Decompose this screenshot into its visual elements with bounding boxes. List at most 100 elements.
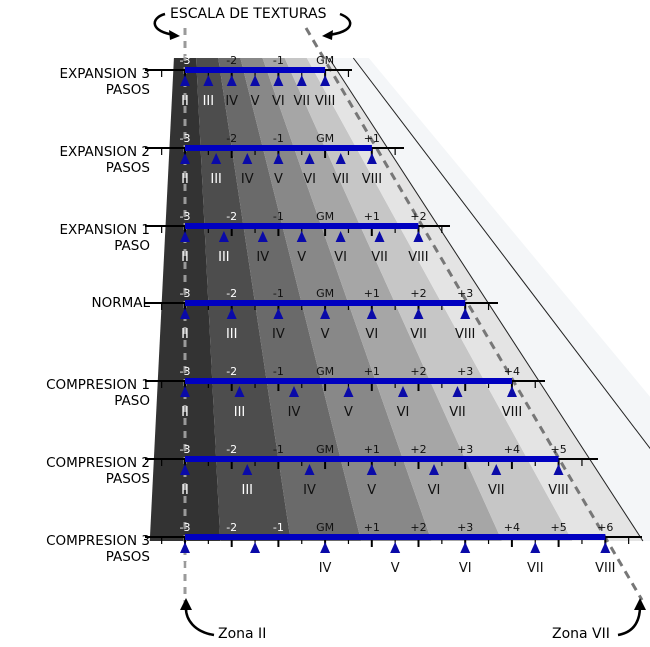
boundary-line	[328, 57, 644, 542]
zone-label: VII	[371, 250, 388, 265]
stop-label: +1	[364, 132, 380, 145]
diagram-title: ESCALA DE TEXTURAS	[170, 6, 327, 22]
row-label-line: PASO	[114, 393, 150, 409]
stop-label: +1	[364, 521, 380, 534]
row-label-line: EXPANSION 1	[59, 222, 150, 238]
zone-band-4	[262, 58, 503, 541]
zone-marker-icon	[242, 153, 253, 164]
zone-range-bar	[185, 145, 372, 151]
zone-marker-icon	[180, 542, 190, 553]
stop-label: -2	[226, 54, 237, 67]
stop-label: +2	[410, 287, 426, 300]
row-label: EXPANSION 2 PASOS	[59, 144, 150, 176]
stop-label: GM	[316, 521, 334, 534]
zona-ii-label: Zona II	[218, 626, 267, 642]
stop-label: -2	[226, 443, 237, 456]
stop-label: -2	[226, 287, 237, 300]
row-label-line: COMPRESION 3	[46, 533, 150, 549]
row-label-line: PASO	[114, 238, 150, 254]
zone-label: III	[210, 172, 222, 187]
zone-marker-icon	[366, 153, 377, 164]
zone-label: VII	[527, 561, 544, 576]
zone-label: III	[249, 561, 261, 576]
stop-label: +1	[364, 287, 380, 300]
stop-label: GM	[316, 210, 334, 223]
zone-label: IV	[319, 561, 332, 576]
zone-marker-icon	[397, 386, 408, 397]
zone-label: IV	[288, 405, 301, 420]
zone-label: VII	[410, 327, 427, 342]
row-label-line: PASOS	[105, 82, 150, 98]
zone-marker-icon	[273, 308, 284, 319]
stop-label: +3	[457, 287, 473, 300]
zone-label: V	[367, 483, 376, 498]
stop-label: +1	[364, 210, 380, 223]
zone-marker-icon	[530, 542, 541, 553]
zone-label: IV	[256, 250, 269, 265]
zone-marker-icon	[460, 542, 471, 553]
scale-row: -3 -2 -1 GM +1 +2II III IV V VI VII VIII	[145, 210, 450, 265]
zone-marker-icon	[343, 386, 354, 397]
zone-marker-icon	[366, 464, 377, 475]
zone-marker-icon	[257, 231, 268, 242]
zone-label: II	[181, 405, 189, 420]
zone-range-bar	[185, 300, 466, 306]
stop-label: +5	[550, 443, 566, 456]
stop-label: +2	[410, 521, 426, 534]
stop-label: -3	[180, 365, 191, 378]
row-label: EXPANSION 1 PASO	[59, 222, 150, 254]
row-label-line: PASOS	[105, 160, 150, 176]
zone-marker-icon	[288, 386, 299, 397]
zone-label: VII	[449, 405, 466, 420]
arrow-zona-vii-icon	[617, 605, 642, 637]
zone-marker-icon	[296, 75, 307, 86]
stop-label: -2	[226, 365, 237, 378]
zone-marker-icon	[226, 308, 237, 319]
scale-row: -3 -2 -1 GM +1 +2 +3 +4 +5 +6II III IV V VI VII VIII	[145, 521, 642, 576]
row-label: EXPANSION 3 PASOS	[59, 66, 150, 98]
stop-label: GM	[316, 365, 334, 378]
row-label: COMPRESION 3 PASOS	[46, 533, 150, 565]
zone-range-bar	[185, 456, 559, 462]
zone-label: VII	[332, 172, 349, 187]
row-label: NORMAL	[91, 295, 150, 311]
zone-label: III	[218, 250, 230, 265]
zone-marker-icon	[218, 231, 229, 242]
boundary-line	[352, 57, 650, 450]
zone-label: V	[321, 327, 330, 342]
zone-marker-icon	[600, 542, 611, 553]
zone-marker-icon	[506, 386, 517, 397]
row-label-line: EXPANSION 2	[59, 144, 150, 160]
zone-marker-icon	[250, 542, 261, 553]
zone-band-3	[240, 58, 432, 541]
zone-label: II	[181, 327, 189, 342]
zone-marker-icon	[390, 542, 401, 553]
stop-label: -2	[226, 521, 237, 534]
zone-label: V	[297, 250, 306, 265]
zone-marker-icon	[335, 153, 346, 164]
zone-label: VI	[365, 327, 378, 342]
zone-band-0	[149, 58, 221, 541]
zone-marker-icon	[413, 231, 424, 242]
stop-label: -1	[273, 210, 284, 223]
stop-label: -3	[180, 54, 191, 67]
zone-range-bar	[185, 534, 606, 540]
zone-vii-guide	[304, 27, 644, 601]
arrowhead-icon	[322, 30, 333, 40]
zone-label: VIII	[595, 561, 615, 576]
zone-label: V	[251, 94, 260, 109]
stop-label: -2	[226, 210, 237, 223]
zone-range-bar	[185, 67, 326, 73]
scale-row: -3 -2 -1 GM +1 +2 +3II III IV V VI VII VIII	[145, 287, 498, 342]
zone-marker-icon	[180, 308, 190, 319]
zone-marker-icon	[429, 464, 440, 475]
zone-label: V	[344, 405, 353, 420]
row-label-line: COMPRESION 2	[46, 455, 150, 471]
stop-label: GM	[316, 54, 334, 67]
zone-marker-icon	[320, 308, 331, 319]
zone-range-bar	[185, 223, 419, 229]
zone-marker-icon	[242, 464, 253, 475]
stop-label: +1	[364, 365, 380, 378]
zone-label: VII	[488, 483, 505, 498]
